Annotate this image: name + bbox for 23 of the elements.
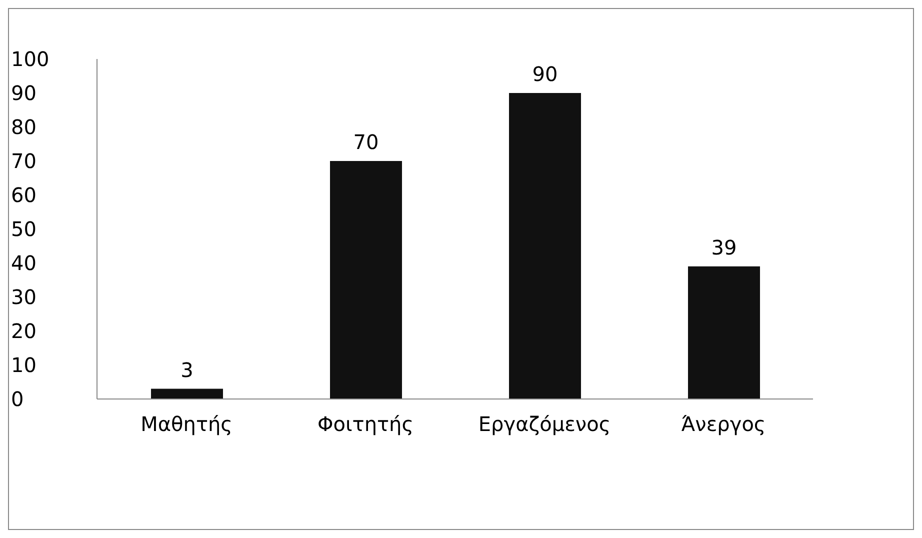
x-tick-label: Φοιτητής: [318, 412, 414, 436]
data-label: 70: [353, 130, 379, 154]
y-tick-label: 90: [11, 81, 36, 106]
y-tick-label: 20: [11, 319, 36, 344]
bar: [151, 388, 223, 399]
x-tick-label: Εργαζόμενος: [478, 412, 611, 436]
y-tick-label: 50: [11, 217, 36, 242]
bar: [330, 161, 402, 399]
data-label: 3: [180, 358, 194, 382]
bar: [509, 93, 581, 399]
x-tick-label: Μαθητής: [140, 412, 232, 436]
x-tick-label: Άνεργος: [681, 412, 766, 436]
data-label: 39: [711, 235, 737, 260]
y-tick-label: 30: [11, 285, 36, 310]
bar: [688, 266, 760, 399]
data-label: 90: [532, 62, 558, 86]
y-tick-label: 40: [11, 251, 36, 276]
y-tick-label: 80: [11, 115, 36, 140]
y-tick-label: 10: [11, 353, 36, 378]
y-tick-label: 60: [11, 183, 36, 208]
y-tick-label: 0: [11, 387, 24, 412]
y-tick-label: 100: [11, 47, 50, 72]
y-tick-label: 70: [11, 149, 36, 174]
